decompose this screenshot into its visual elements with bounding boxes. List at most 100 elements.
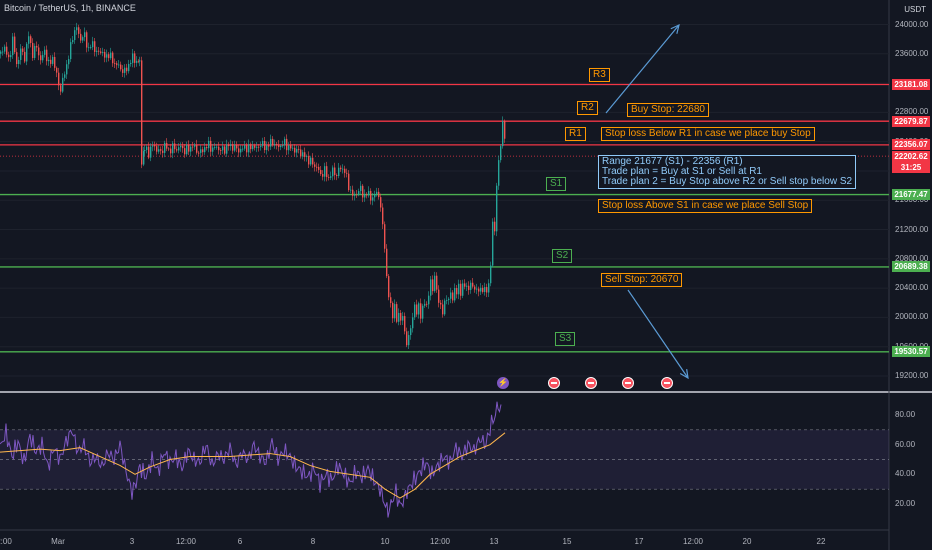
candle-body <box>368 190 370 196</box>
candle-body <box>196 144 198 153</box>
candle-body <box>374 194 376 198</box>
time-tick-label: 17 <box>634 537 644 546</box>
candle-body <box>402 316 404 321</box>
time-tick-label: 6 <box>237 537 243 546</box>
candle-body <box>130 62 132 64</box>
candle-body <box>92 41 94 48</box>
candle-body <box>260 145 262 147</box>
candle-body <box>286 138 288 151</box>
time-tick-label: 12:00 <box>682 537 704 546</box>
candle-body <box>126 67 128 72</box>
candle-body <box>150 146 152 158</box>
projection-arrow-down <box>627 289 689 379</box>
us-flag-icon[interactable] <box>622 377 634 389</box>
candle-body <box>176 149 178 151</box>
us-flag-icon[interactable] <box>548 377 560 389</box>
rsi-tick-label: 20.00 <box>895 499 916 508</box>
candle-body <box>288 145 290 151</box>
candle-body <box>332 167 334 177</box>
candle-body <box>224 146 226 154</box>
candle-body <box>366 194 368 196</box>
candle-body <box>414 304 416 318</box>
candle-body <box>62 77 64 92</box>
buy-stop-note: Buy Stop: 22680 <box>627 103 709 117</box>
candle-body <box>60 85 62 92</box>
candle-body <box>86 32 88 48</box>
candle-body <box>410 328 412 336</box>
candle-body <box>146 146 148 150</box>
candle-body <box>166 142 168 149</box>
candle-body <box>482 287 484 293</box>
candle-body <box>90 47 92 48</box>
candle-body <box>212 147 214 152</box>
candle-body <box>106 54 108 58</box>
candle-body <box>190 146 192 152</box>
candle-body <box>400 312 402 321</box>
candle-body <box>328 177 330 178</box>
candle-body <box>244 145 246 149</box>
candle-body <box>416 304 418 315</box>
level-tag-r1: R1 <box>565 127 586 141</box>
candle-body <box>234 144 236 151</box>
candle-body <box>432 279 434 292</box>
candle-body <box>52 56 54 64</box>
candle-body <box>352 189 354 196</box>
candle-body <box>458 283 460 295</box>
lightning-icon[interactable]: ⚡ <box>497 377 509 389</box>
candle-body <box>388 276 390 298</box>
candle-body <box>312 157 314 165</box>
level-tag-s3: S3 <box>555 332 576 346</box>
current-price-box: 22202.62 31:25 <box>892 151 930 174</box>
candle-body <box>152 145 154 147</box>
candle-body <box>292 147 294 149</box>
us-flag-icon[interactable] <box>585 377 597 389</box>
candle-body <box>378 191 380 198</box>
candle-body <box>306 156 308 157</box>
candle-body <box>210 140 212 152</box>
candle-body <box>490 265 492 284</box>
candle-body <box>88 47 90 49</box>
candle-body <box>80 33 82 41</box>
candle-body <box>478 288 480 292</box>
time-tick-label: 15 <box>562 537 572 546</box>
candle-body <box>198 152 200 154</box>
level-price-box: 20689.38 <box>892 261 930 273</box>
candle-body <box>128 63 130 72</box>
candle-body <box>240 148 242 153</box>
candle-body <box>324 166 326 177</box>
candle-body <box>424 303 426 306</box>
candle-body <box>218 146 220 151</box>
candle-body <box>442 304 444 315</box>
candle-body <box>326 166 328 178</box>
candle-body <box>154 145 156 147</box>
candle-body <box>216 146 218 148</box>
level-price-box: 19530.57 <box>892 346 930 358</box>
candle-body <box>270 138 272 147</box>
candle-body <box>236 144 238 149</box>
sell-stop-note: Sell Stop: 20670 <box>601 273 683 287</box>
candle-body <box>272 138 274 146</box>
candle-body <box>290 145 292 149</box>
candle-body <box>340 167 342 170</box>
candle-body <box>242 148 244 150</box>
candle-body <box>170 148 172 154</box>
us-flag-icon[interactable] <box>661 377 673 389</box>
candle-body <box>282 145 284 147</box>
candle-body <box>24 51 26 62</box>
candle-body <box>436 275 438 290</box>
candle-body <box>40 55 42 61</box>
candle-body <box>456 288 458 295</box>
candle-body <box>500 146 502 161</box>
candle-body <box>252 145 254 150</box>
rsi-tick-label: 40.00 <box>895 469 916 479</box>
candle-body <box>232 144 234 151</box>
candle-body <box>100 51 102 53</box>
candle-body <box>172 143 174 154</box>
candle-body <box>18 59 20 65</box>
candle-body <box>200 149 202 153</box>
candle-body <box>358 191 360 195</box>
candle-body <box>180 145 182 148</box>
price-tick-label: 19200.00 <box>895 371 929 380</box>
